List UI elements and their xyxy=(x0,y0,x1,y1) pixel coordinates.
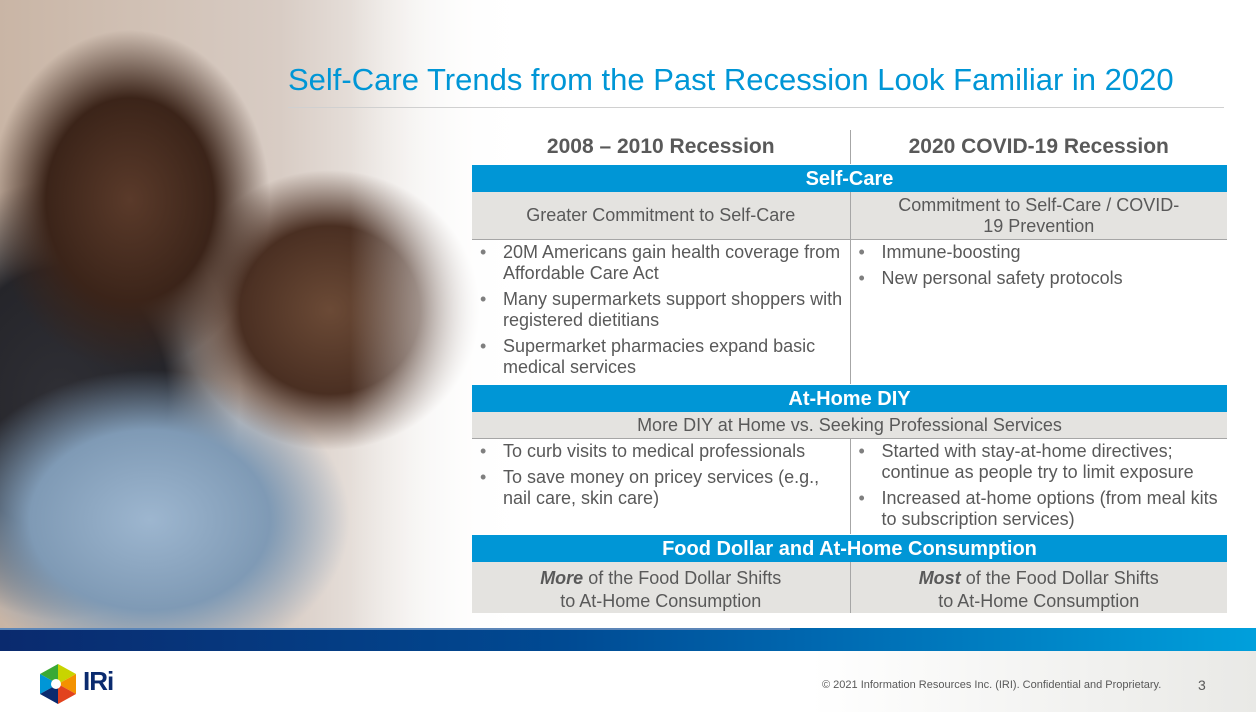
subheader-right: Commitment to Self-Care / COVID-19 Preve… xyxy=(849,192,1228,239)
comparison-table: 2008 – 2010 Recession 2020 COVID-19 Rece… xyxy=(472,130,1227,613)
section-band-self-care: Self-Care xyxy=(472,164,1227,192)
bullet: Many supermarkets support shoppers with … xyxy=(480,289,844,331)
iri-logo-icon xyxy=(40,664,76,704)
subheader-row: More DIY at Home vs. Seeking Professiona… xyxy=(472,412,1227,439)
bullet: To curb visits to medical professionals xyxy=(480,441,844,462)
bullets-row: To curb visits to medical professionals … xyxy=(472,439,1227,534)
bullet: New personal safety protocols xyxy=(859,268,1222,289)
subheader-row: More of the Food Dollar Shifts to At-Hom… xyxy=(472,562,1227,613)
bullet: Started with stay-at-home directives; co… xyxy=(859,441,1222,483)
bullet: Immune-boosting xyxy=(859,242,1222,263)
food-right: Most of the Food Dollar Shifts to At-Hom… xyxy=(849,562,1228,613)
bullet: 20M Americans gain health coverage from … xyxy=(480,242,844,284)
bullet: Supermarket pharmacies expand basic medi… xyxy=(480,336,844,378)
section-band-food: Food Dollar and At-Home Consumption xyxy=(472,534,1227,562)
bullets-row: 20M Americans gain health coverage from … xyxy=(472,240,1227,384)
footer-bar xyxy=(0,628,1256,651)
subheader-row: Greater Commitment to Self-Care Commitme… xyxy=(472,192,1227,240)
header-row: 2008 – 2010 Recession 2020 COVID-19 Rece… xyxy=(472,130,1227,164)
col-header-2008: 2008 – 2010 Recession xyxy=(546,135,775,158)
subheader-left: Greater Commitment to Self-Care xyxy=(526,205,796,225)
title-divider xyxy=(288,107,1224,108)
bullet: Increased at-home options (from meal kit… xyxy=(859,488,1222,530)
copyright: © 2021 Information Resources Inc. (IRI).… xyxy=(822,679,1162,691)
subheader-full: More DIY at Home vs. Seeking Professiona… xyxy=(637,415,1062,435)
logo-text: IRi xyxy=(83,666,114,696)
section-band-diy: At-Home DIY xyxy=(472,384,1227,412)
slide-title: Self-Care Trends from the Past Recession… xyxy=(288,62,1174,97)
col-header-2020: 2020 COVID-19 Recession xyxy=(849,130,1228,164)
page-number: 3 xyxy=(1198,677,1206,693)
bullet: To save money on pricey services (e.g., … xyxy=(480,467,844,509)
food-left: More of the Food Dollar Shifts to At-Hom… xyxy=(540,568,782,611)
